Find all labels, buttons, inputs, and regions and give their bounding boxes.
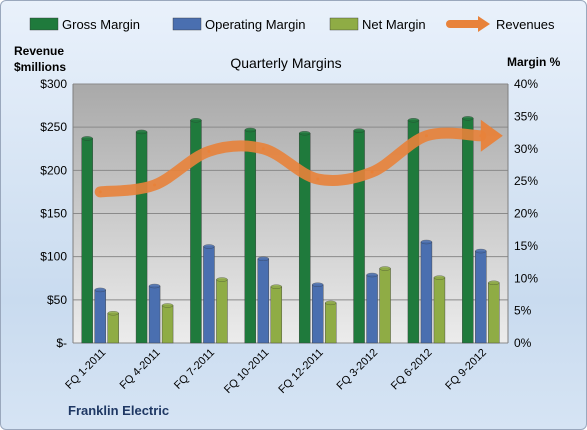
legend-label: Revenues [496, 17, 555, 32]
operating-margin-bar [366, 274, 378, 344]
gross-margin-bar [81, 138, 93, 344]
left-tick-label: $200 [40, 163, 67, 177]
left-tick-label: $300 [40, 77, 67, 91]
operating-margin-bar [203, 246, 215, 344]
left-tick-label: $- [56, 336, 67, 350]
net-margin-bar-cap [379, 266, 391, 271]
net-margin-bar-cap [325, 300, 337, 306]
net-margin-bar [216, 279, 228, 344]
revenues-arrowhead [480, 119, 503, 152]
category-label: FQ 7-2011 [172, 347, 217, 392]
company-label: Franklin Electric [68, 403, 169, 418]
category-label: FQ 9-2012 [443, 347, 489, 393]
legend-label: Net Margin [362, 17, 426, 32]
net-margin-bar-cap [107, 311, 119, 316]
right-tick-label: 35% [514, 109, 538, 123]
net-margin-bar [161, 305, 174, 344]
net-margin-bar-cap [161, 303, 174, 308]
right-tick-label: 5% [514, 304, 532, 318]
category-label: FQ 1-2011 [63, 347, 108, 392]
net-margin-bar-cap [488, 280, 500, 285]
chart-title: Quarterly Margins [230, 55, 341, 71]
revenue-line [94, 119, 503, 198]
right-tick-label: 15% [514, 239, 538, 253]
operating-margin-bar-cap [312, 282, 324, 287]
operating-margin-bar-cap [148, 283, 161, 289]
gross-margin-bar-cap [190, 118, 202, 123]
legend-label: Gross Margin [62, 17, 140, 32]
right-tick-label: 0% [514, 336, 532, 350]
gross-margin-bar-cap [135, 129, 148, 135]
gross-margin-bar [407, 120, 420, 344]
revenues-point [207, 149, 211, 153]
left-tick-label: $250 [40, 120, 67, 134]
category-label: FQ 4-2011 [118, 347, 163, 392]
net-margin-bar [433, 277, 446, 344]
right-tick-label: 40% [514, 77, 538, 91]
right-axis-title: Margin % [507, 55, 561, 69]
right-tick-label: 30% [514, 142, 538, 156]
revenues-point [370, 170, 374, 174]
operating-margin-bar [257, 258, 270, 344]
gross-margin-bar-cap [462, 116, 474, 121]
right-tick-label: 20% [514, 207, 538, 221]
operating-margin-bar-cap [475, 248, 487, 254]
gross-margin-bar [135, 131, 148, 344]
operating-margin-bar-cap [94, 287, 106, 293]
operating-margin-bar [148, 285, 161, 344]
gross-margin-bar-cap [299, 131, 311, 136]
legend: Gross Margin Operating Margin Net Margin Re… [29, 16, 555, 32]
left-axis-title-line1: Revenue [14, 44, 64, 58]
revenues-point [98, 190, 102, 194]
net-margin-bar-cap [433, 275, 446, 280]
legend-swatch [172, 17, 202, 31]
operating-margin-bar [420, 241, 433, 344]
operating-margin-bar-cap [203, 244, 215, 249]
net-margin-bar-cap [270, 284, 282, 289]
operating-margin-bar-cap [366, 272, 378, 278]
gross-margin-bar [462, 118, 474, 344]
category-label: FQ 3-2012 [335, 347, 381, 393]
gross-margin-bar-cap [353, 128, 365, 133]
left-tick-label: $100 [40, 250, 67, 264]
revenues-point [316, 177, 320, 181]
revenues-point [153, 183, 157, 187]
revenues-point [479, 134, 483, 138]
gross-margin-bar-cap [81, 136, 93, 141]
legend-arrow-icon [478, 16, 490, 32]
revenues-line [94, 127, 487, 198]
left-axis-title-line2: $millions [14, 60, 66, 74]
right-tick-label: 25% [514, 174, 538, 188]
revenues-point [424, 134, 428, 138]
net-margin-bar-cap [216, 277, 228, 282]
gross-margin-bar [244, 129, 257, 344]
net-margin-bar [324, 302, 337, 344]
left-tick-label: $50 [47, 293, 67, 307]
legend-swatch [29, 17, 59, 31]
bars [81, 116, 500, 344]
operating-margin-bar-cap [420, 239, 433, 245]
revenues-point [261, 147, 265, 151]
net-margin-bar [379, 268, 391, 344]
legend-swatch [329, 17, 359, 31]
category-label: FQ 6-2012 [389, 347, 435, 393]
legend-label: Operating Margin [205, 17, 305, 32]
gross-margin-bar [353, 130, 365, 344]
left-tick-label: $150 [40, 207, 67, 221]
net-margin-bar [107, 313, 119, 344]
operating-margin-bar-cap [257, 256, 269, 261]
operating-margin-bar [311, 284, 324, 344]
net-margin-bar [488, 282, 500, 344]
category-label: FQ 12-2011 [276, 347, 325, 396]
gross-margin-bar-cap [407, 118, 420, 123]
right-tick-label: 10% [514, 271, 538, 285]
gross-margin-bar-cap [244, 127, 256, 133]
operating-margin-bar [94, 289, 106, 344]
category-label: FQ 10-2011 [222, 347, 271, 396]
net-margin-bar [270, 286, 283, 344]
operating-margin-bar [475, 250, 487, 344]
